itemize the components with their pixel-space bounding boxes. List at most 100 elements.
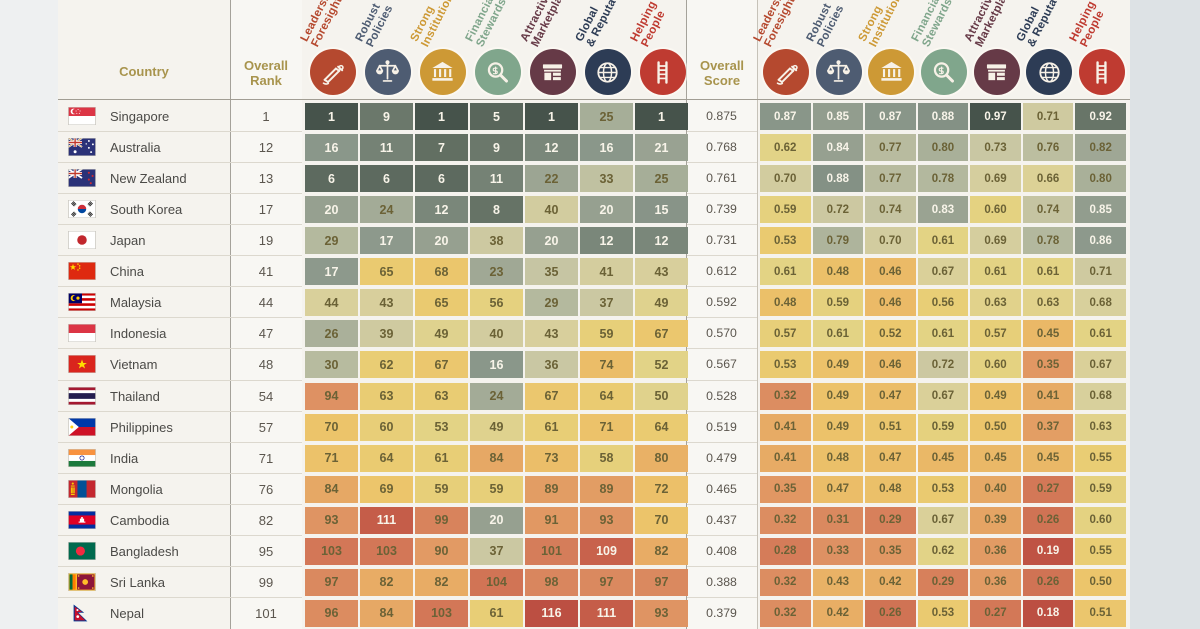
ladder-icon [649,59,676,86]
score-cell: 0.60 [1075,506,1126,534]
rank-cell: 15 [635,196,688,224]
rank-cell: 90 [415,537,468,565]
overall-score-value: 0.731 [706,233,737,248]
rank-cell: 17 [360,227,413,255]
pillar-circle-rank-3 [474,49,521,95]
score-cell: 0.40 [970,475,1021,503]
score-cell: 0.59 [760,196,811,224]
globe-icon [1036,59,1063,86]
row-separator [58,193,302,195]
score-cell: 0.71 [1022,103,1074,130]
rank-cell: 96 [305,599,358,627]
rank-cell: 104 [470,568,523,596]
pillar-circle-score-5 [1026,49,1073,95]
overall-score-value: 0.479 [706,450,737,465]
overall-rank-column-tint [231,0,302,629]
pillar-circle-rank-6 [639,49,686,95]
rank-cell: 70 [305,413,358,441]
rank-cell: 20 [580,196,633,224]
rank-cell: 5 [470,103,523,130]
overall-score-value: 0.739 [706,202,737,217]
row-separator [687,410,757,412]
rank-cell: 89 [525,475,578,503]
rank-cell: 6 [415,165,468,193]
pillar-circle-score-2 [868,49,915,95]
storefront-icon [983,59,1010,86]
rank-cell: 12 [525,134,578,162]
rank-cell: 12 [635,227,688,255]
flag-bangladesh-icon [68,541,96,560]
score-cell: 0.32 [760,568,811,596]
score-cell: 0.33 [812,537,864,565]
score-cell: 0.59 [1075,475,1126,503]
overall-score-value: 0.761 [706,171,737,186]
country-name-bangladesh: Bangladesh [110,543,179,559]
score-cell: 0.84 [812,134,864,162]
country-name-vietnam: Vietnam [110,357,158,373]
rank-cell: 60 [360,413,413,441]
telescope-hand-icon [773,59,800,86]
country-name-indonesia: Indonesia [110,326,167,342]
score-cell: 0.86 [1075,227,1126,255]
score-cell: 0.43 [812,568,864,596]
rank-cell: 7 [415,134,468,162]
row-separator [58,317,302,319]
rank-cell: 67 [525,382,578,410]
row-separator [58,131,302,133]
score-cell: 0.67 [1075,351,1126,379]
score-column-divider-right [757,0,758,629]
score-cell: 0.32 [760,382,811,410]
rank-cell: 98 [525,568,578,596]
score-cell: 0.51 [865,413,916,441]
score-cell: 0.48 [760,289,811,317]
score-cell: 0.35 [1022,351,1074,379]
rank-cell: 49 [470,413,523,441]
row-separator [58,162,302,164]
rank-cell: 29 [525,289,578,317]
country-name-cambodia: Cambodia [110,512,170,528]
overall-score-value: 0.465 [706,481,737,496]
rank-cell: 20 [305,196,358,224]
score-cell: 0.53 [760,351,811,379]
country-name-nepal: Nepal [110,605,144,621]
overall-rank-value: 76 [258,481,274,497]
score-cell: 0.74 [865,196,916,224]
score-cell: 0.57 [760,320,811,348]
score-cell: 0.26 [1022,506,1074,534]
row-separator [58,565,302,567]
score-cell: 0.72 [917,351,969,379]
rank-cell: 38 [470,227,523,255]
rank-cell: 63 [415,382,468,410]
score-cell: 0.19 [1022,537,1074,565]
score-cell: 0.66 [1022,165,1074,193]
rank-cell: 82 [635,537,688,565]
score-cell: 0.51 [1075,599,1126,627]
bank-icon [429,59,456,86]
score-cell: 0.63 [970,289,1021,317]
globe-icon [594,59,621,86]
rank-cell: 93 [635,599,688,627]
score-cell: 0.27 [1022,475,1074,503]
rank-cell: 39 [360,320,413,348]
score-cell: 0.97 [970,103,1021,130]
score-cell: 0.46 [865,258,916,286]
score-cell: 0.59 [812,289,864,317]
row-separator [58,441,302,443]
rank-cell: 6 [305,165,358,193]
row-separator [687,286,757,288]
score-cell: 0.29 [917,568,969,596]
score-cell: 0.61 [760,258,811,286]
rank-cell: 82 [360,568,413,596]
rank-cell: 59 [580,320,633,348]
flag-indonesia-icon [68,324,96,343]
score-cell: 0.35 [760,475,811,503]
country-name-thailand: Thailand [110,388,160,404]
country-rank-divider [230,0,231,629]
rank-cell: 65 [360,258,413,286]
score-cell: 0.80 [917,134,969,162]
flag-mongolia-icon [68,479,96,498]
overall-score-column-header: Overall Score [699,58,745,88]
rank-cell: 24 [360,196,413,224]
row-separator [58,348,302,350]
score-cell: 0.61 [812,320,864,348]
